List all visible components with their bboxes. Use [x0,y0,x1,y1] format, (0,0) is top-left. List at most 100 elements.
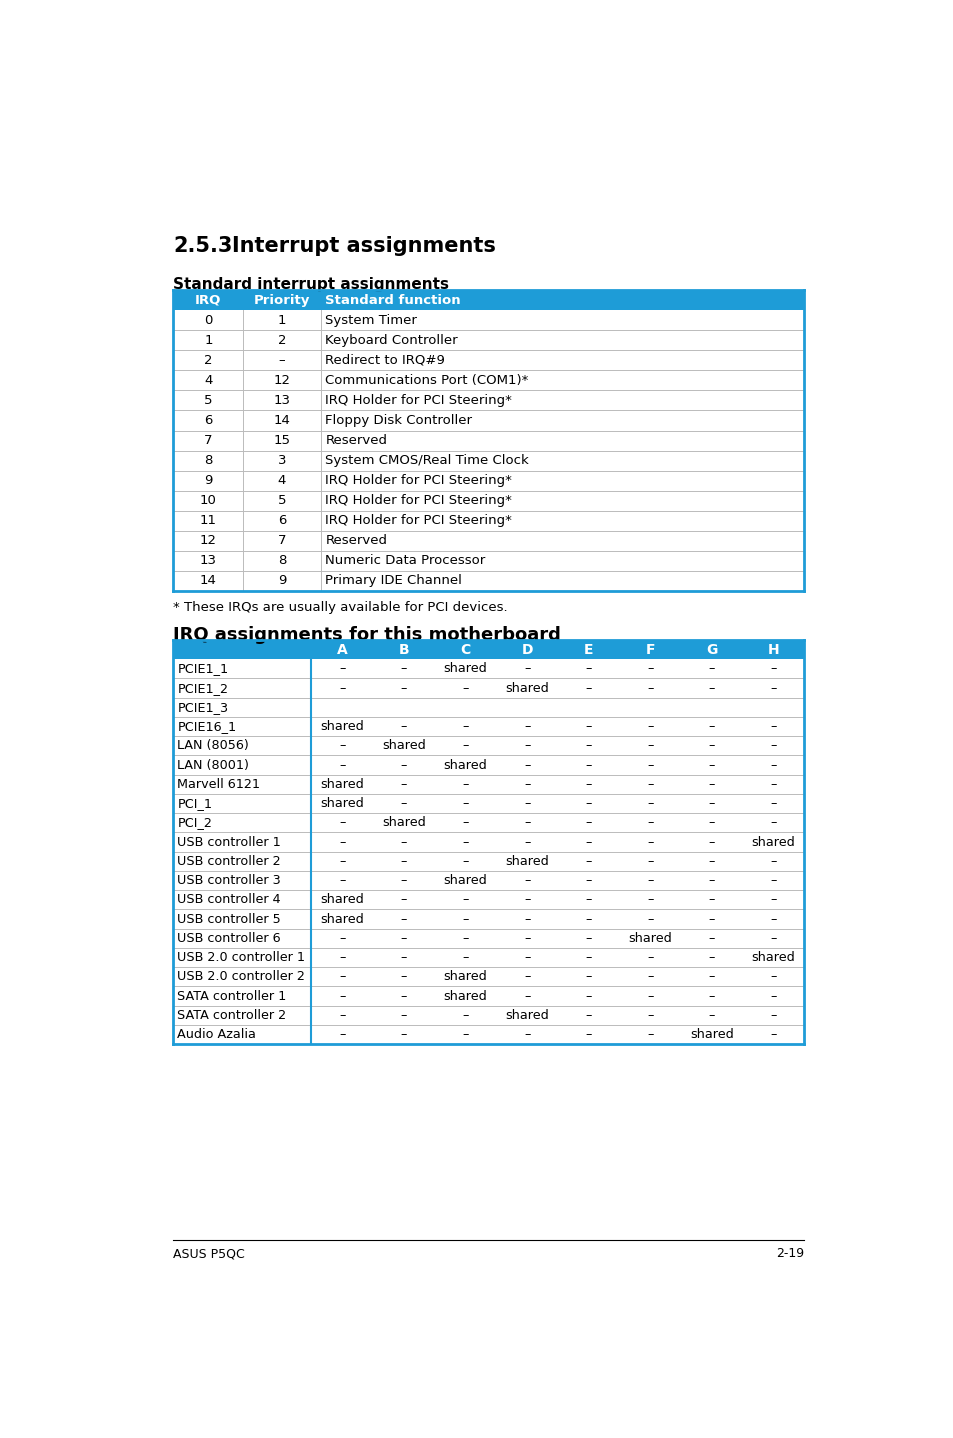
Text: –: – [523,817,530,830]
Text: –: – [585,739,591,752]
Text: –: – [400,663,407,676]
Text: Floppy Disk Controller: Floppy Disk Controller [325,414,472,427]
Text: USB 2.0 controller 1: USB 2.0 controller 1 [177,951,305,963]
Text: 13: 13 [274,394,291,407]
Text: –: – [523,720,530,733]
Text: 2-19: 2-19 [776,1248,803,1261]
Text: SATA controller 1: SATA controller 1 [177,989,286,1002]
Text: shared: shared [320,893,364,906]
Text: –: – [708,932,715,945]
Text: 11: 11 [200,515,216,528]
Text: –: – [646,913,653,926]
Text: Standard function: Standard function [325,293,460,306]
Text: shared: shared [443,759,487,772]
Text: –: – [338,682,345,695]
Text: –: – [585,759,591,772]
Text: –: – [523,971,530,984]
Text: USB controller 2: USB controller 2 [177,854,281,867]
Text: –: – [400,874,407,887]
Text: –: – [523,874,530,887]
Text: –: – [523,739,530,752]
Text: –: – [338,989,345,1002]
Text: –: – [523,663,530,676]
Text: PCI_2: PCI_2 [177,817,212,830]
Text: shared: shared [320,720,364,733]
Text: –: – [585,893,591,906]
Text: –: – [770,989,776,1002]
Text: D: D [520,643,533,657]
Text: –: – [523,893,530,906]
Bar [173,718,803,736]
Bar [173,833,803,851]
Text: –: – [770,797,776,810]
Text: –: – [585,913,591,926]
Text: –: – [770,739,776,752]
Text: 9: 9 [277,574,286,587]
Text: 5: 5 [204,394,213,407]
Text: Reserved: Reserved [325,533,387,546]
Bar [173,450,803,470]
Text: shared: shared [689,1028,733,1041]
Text: –: – [400,1009,407,1022]
Bar [173,391,803,410]
Bar [173,371,803,391]
Text: Keyboard Controller: Keyboard Controller [325,334,457,347]
Text: 10: 10 [200,495,216,508]
Text: –: – [770,778,776,791]
Text: –: – [585,1028,591,1041]
Text: –: – [708,682,715,695]
Bar [173,890,803,909]
Text: –: – [400,778,407,791]
Text: PCIE1_2: PCIE1_2 [177,682,228,695]
Text: 1: 1 [204,334,213,347]
Text: –: – [585,1009,591,1022]
Text: –: – [585,663,591,676]
Text: 2: 2 [204,354,213,367]
Text: –: – [770,759,776,772]
Text: –: – [400,971,407,984]
Text: Primary IDE Channel: Primary IDE Channel [325,574,462,587]
Bar [173,948,803,968]
Text: C: C [460,643,470,657]
Text: 8: 8 [204,454,213,467]
Text: –: – [585,797,591,810]
Text: –: – [585,854,591,867]
Text: shared: shared [751,951,795,963]
Text: –: – [338,874,345,887]
Text: –: – [400,893,407,906]
Text: –: – [462,817,468,830]
Text: –: – [400,759,407,772]
Bar [173,410,803,430]
Text: –: – [338,932,345,945]
Text: 2.5.3: 2.5.3 [173,236,233,256]
Bar [173,968,803,986]
Text: shared: shared [505,854,548,867]
Text: IRQ assignments for this motherboard: IRQ assignments for this motherboard [173,626,560,644]
Text: 1: 1 [277,313,286,326]
Text: –: – [708,854,715,867]
Text: shared: shared [628,932,672,945]
Text: –: – [523,797,530,810]
Text: 5: 5 [277,495,286,508]
Text: PCIE16_1: PCIE16_1 [177,720,236,733]
Text: –: – [585,951,591,963]
Text: shared: shared [381,817,425,830]
Text: –: – [646,971,653,984]
Text: –: – [708,971,715,984]
Text: –: – [585,682,591,695]
Text: USB controller 4: USB controller 4 [177,893,281,906]
Text: 12: 12 [274,374,291,387]
Bar [173,814,803,833]
Text: –: – [400,720,407,733]
Bar [173,871,803,890]
Text: 4: 4 [204,374,213,387]
Text: 6: 6 [204,414,213,427]
Text: –: – [646,778,653,791]
Text: A: A [336,643,347,657]
Text: –: – [400,797,407,810]
Text: –: – [400,932,407,945]
Text: LAN (8001): LAN (8001) [177,759,249,772]
Text: shared: shared [505,682,548,695]
Text: 9: 9 [204,475,213,487]
Text: 7: 7 [277,533,286,546]
